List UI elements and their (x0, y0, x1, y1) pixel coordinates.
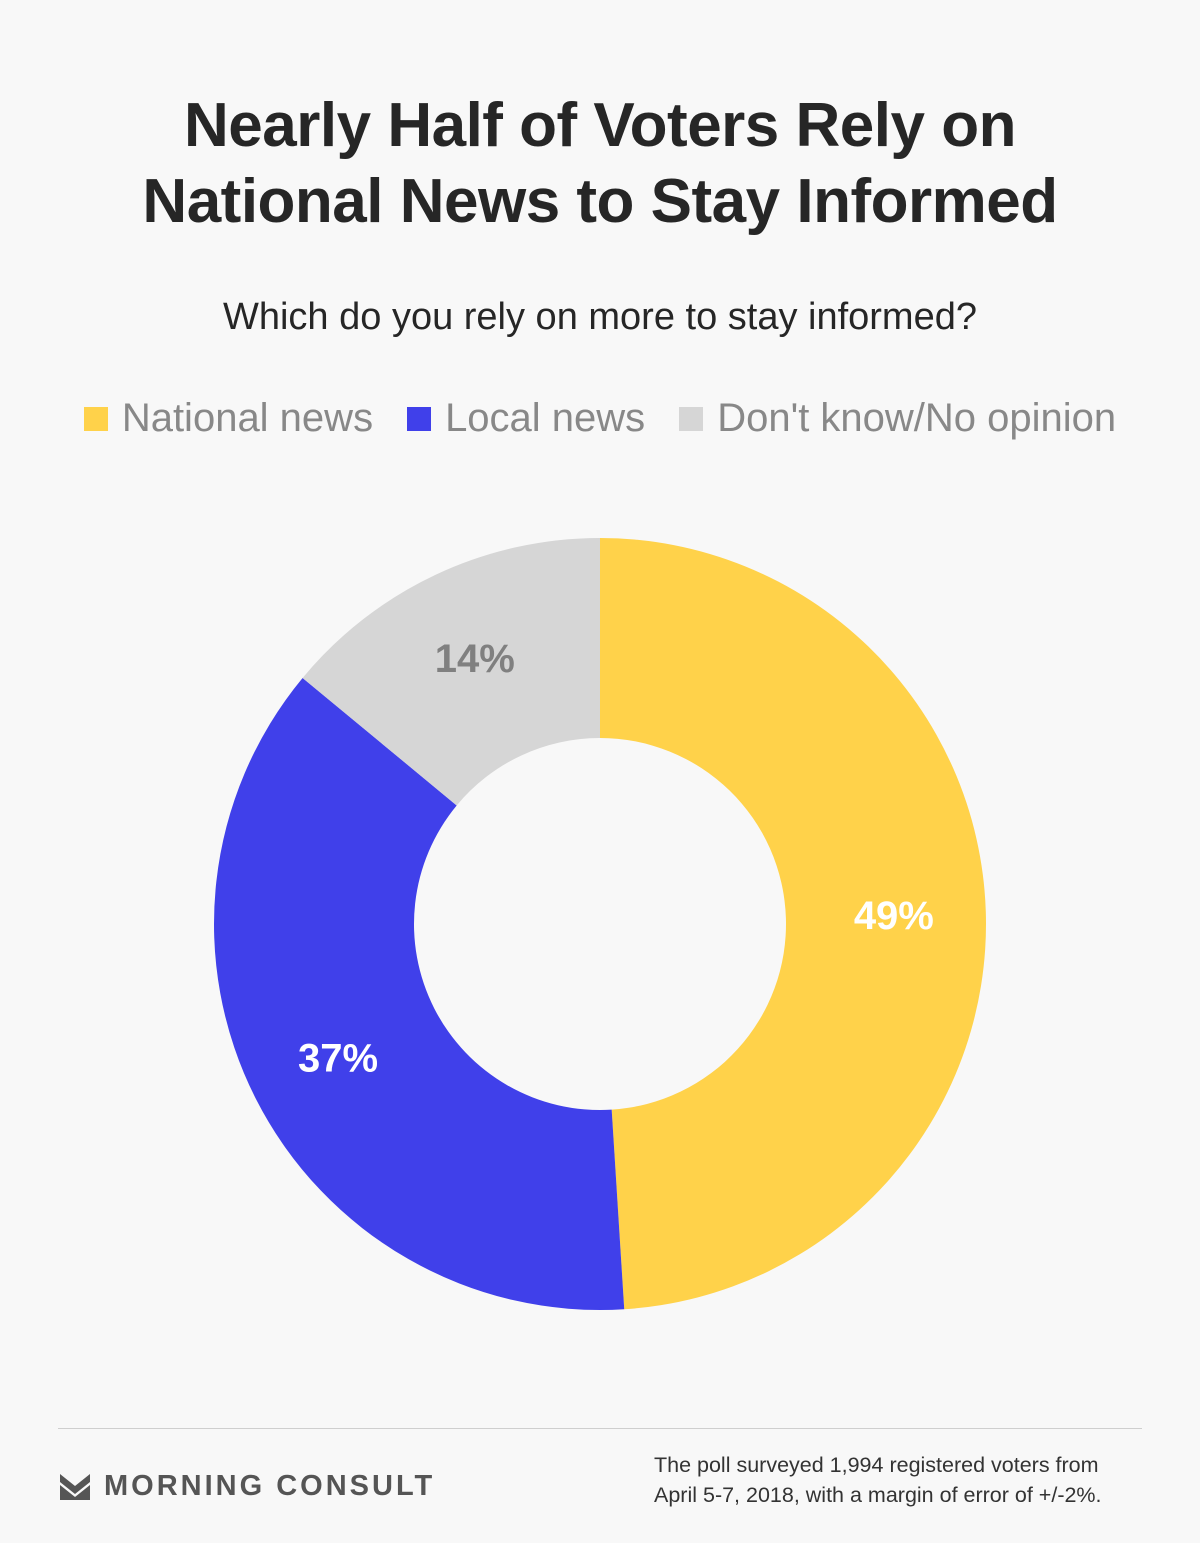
chart-legend: National news Local news Don't know/No o… (0, 396, 1200, 441)
donut-label-local-news: 37% (298, 1036, 378, 1080)
footnote: The poll surveyed 1,994 registered voter… (654, 1450, 1174, 1510)
morning-consult-logo-icon (60, 1473, 90, 1500)
footer-divider (58, 1428, 1142, 1429)
brand-name: MORNING CONSULT (104, 1470, 436, 1502)
chart-title-line-1: Nearly Half of Voters Rely on (184, 91, 1016, 160)
donut-slice-national-news (600, 538, 986, 1310)
legend-swatch-dont-know (679, 406, 704, 431)
footnote-line-2: April 5-7, 2018, with a margin of error … (654, 1483, 1102, 1507)
chart-subtitle: Which do you rely on more to stay inform… (222, 296, 977, 338)
legend-label-dont-know: Don't know/No opinion (717, 396, 1117, 440)
brand-logo: MORNING CONSULT (60, 1470, 435, 1503)
donut-slice-local-news (214, 677, 625, 1310)
footnote-line-1: The poll surveyed 1,994 registered voter… (654, 1453, 1099, 1477)
donut-label-dont-know: 14% (435, 637, 515, 681)
legend-item-local-news: Local news (407, 396, 645, 441)
chart-title-line-2: National News to Stay Informed (142, 167, 1058, 236)
legend-swatch-local-news (407, 406, 432, 431)
legend-item-dont-know: Don't know/No opinion (679, 396, 1116, 441)
legend-item-national-news: National news (83, 396, 374, 441)
legend-label-national-news: National news (121, 396, 374, 440)
legend-swatch-national-news (83, 406, 108, 431)
donut-label-national-news: 49% (854, 894, 934, 938)
chart-title: Nearly Half of Voters Rely on National N… (0, 88, 1200, 240)
donut-chart: 49% 37% 14% (214, 538, 986, 1310)
legend-label-local-news: Local news (445, 396, 646, 440)
donut-slice-dont-know (302, 538, 600, 806)
